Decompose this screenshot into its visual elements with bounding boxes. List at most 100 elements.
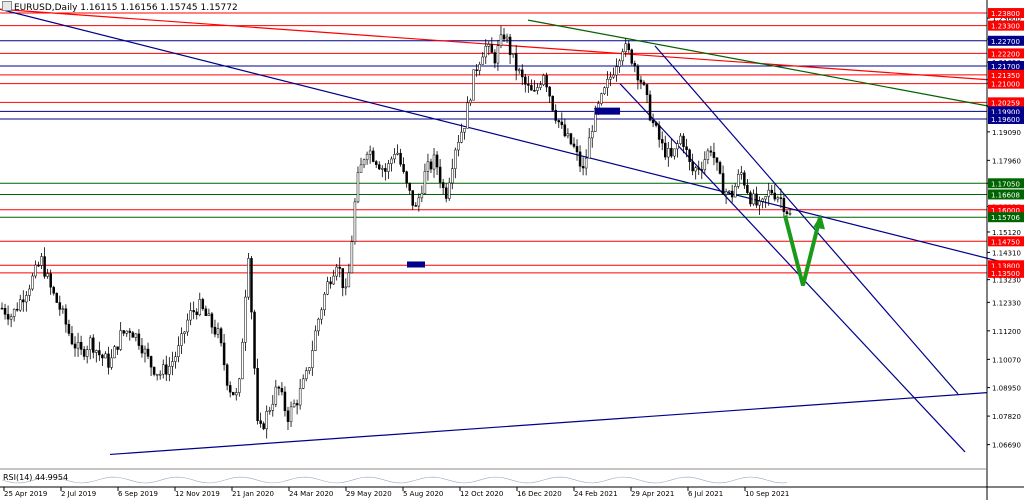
candle-body (113, 346, 116, 359)
candle-body (247, 258, 250, 298)
candle-body (341, 268, 345, 289)
level-label: 1.14750 (991, 238, 1020, 246)
candle-body (304, 370, 308, 380)
candle-body (110, 357, 113, 368)
candle-body (344, 286, 348, 289)
price-tick-label: 1.23600 (992, 15, 1021, 23)
candle-body (85, 349, 89, 357)
candle-body (350, 241, 354, 274)
projection-arrow[interactable] (783, 215, 822, 286)
candle-body (758, 201, 761, 206)
candle-body (58, 302, 62, 310)
channel-lower-line[interactable] (619, 83, 966, 453)
candle-body (37, 264, 40, 267)
symbol-info: EURUSD,Daily 1.16115 1.16156 1.15745 1.1… (14, 3, 238, 13)
level-label: 1.19900 (991, 108, 1020, 116)
candle-body (298, 388, 302, 406)
candle-body (317, 318, 320, 332)
red-descending-trendline[interactable] (0, 8, 991, 81)
candle-body (414, 205, 418, 207)
candle-body (107, 353, 110, 368)
candle-body (213, 326, 217, 335)
candle-body (402, 164, 405, 172)
time-tick-label: 5 Aug 2020 (403, 490, 443, 498)
candle-body (566, 133, 570, 137)
candle-body (244, 296, 247, 343)
zone-marker[interactable] (407, 261, 425, 268)
candle-body (6, 314, 10, 320)
candle-body (551, 95, 554, 111)
zone-marker[interactable] (595, 107, 620, 115)
candle-body (676, 143, 679, 150)
rsi-pane (1, 476, 787, 484)
candle-body (712, 151, 716, 158)
long-descending-trendline[interactable] (0, 8, 1011, 265)
candle-body (782, 198, 786, 212)
candle-body (235, 392, 238, 396)
ascending-support-line[interactable] (109, 392, 988, 456)
candle-body (88, 337, 92, 350)
candle-body (697, 167, 700, 170)
candle-body (627, 43, 630, 51)
candle-body (70, 333, 74, 345)
candle-body (423, 171, 427, 194)
level-label: 1.21350 (991, 72, 1020, 80)
candle-body (651, 119, 655, 124)
level-badge (988, 69, 1024, 80)
price-tick-label: 1.12330 (992, 299, 1021, 307)
candle-body (131, 332, 135, 338)
level-badge (988, 78, 1024, 89)
candle-body (122, 330, 125, 334)
candle-body (49, 273, 52, 288)
time-tick-label: 12 Nov 2019 (175, 490, 220, 498)
candle-body (709, 150, 713, 153)
candle-body (216, 328, 220, 335)
candle-body (733, 185, 737, 198)
candle-body (301, 378, 305, 389)
candle-body (207, 313, 211, 316)
candle-body (177, 345, 180, 357)
price-tick-label: 1.11200 (992, 328, 1021, 336)
candle-body (785, 211, 789, 214)
candle-body (82, 349, 86, 357)
candle-body (463, 128, 466, 133)
green-descending-trendline[interactable] (527, 19, 991, 107)
candle-body (119, 330, 122, 350)
level-label: 1.21000 (991, 81, 1020, 89)
price-tick-label: 1.08950 (992, 385, 1021, 393)
candle-body (606, 79, 609, 88)
channel-upper-line[interactable] (654, 45, 959, 395)
candle-body (140, 345, 144, 354)
price-tick-label: 1.06690 (992, 442, 1021, 450)
candle-body (195, 311, 198, 315)
candle-body (31, 275, 34, 290)
candle-body (499, 34, 503, 47)
candlesticks (0, 25, 792, 439)
candle-body (25, 295, 28, 303)
candle-body (457, 142, 460, 151)
time-tick-label: 6 Sep 2019 (118, 490, 158, 498)
level-badge (988, 212, 1024, 223)
candle-body (390, 158, 393, 164)
candle-body (417, 197, 421, 207)
candle-body (332, 275, 335, 285)
level-badge (988, 106, 1024, 117)
candle-body (730, 190, 734, 198)
candle-body (381, 168, 384, 170)
candle-body (527, 84, 530, 86)
candle-body (408, 182, 411, 191)
candle-body (615, 66, 618, 76)
candle-body (231, 391, 235, 396)
price-tick-label: 1.13230 (992, 277, 1021, 285)
candle-body (219, 328, 223, 344)
time-tick-label: 12 Oct 2020 (460, 490, 503, 498)
candle-body (268, 410, 271, 412)
candle-body (64, 308, 68, 325)
level-label: 1.15706 (991, 214, 1020, 222)
candle-body (22, 299, 25, 303)
time-tick-label: 10 Sep 2021 (745, 490, 789, 498)
chart-window-icon[interactable] (2, 1, 12, 11)
candle-body (362, 159, 366, 166)
candle-body (569, 133, 573, 145)
